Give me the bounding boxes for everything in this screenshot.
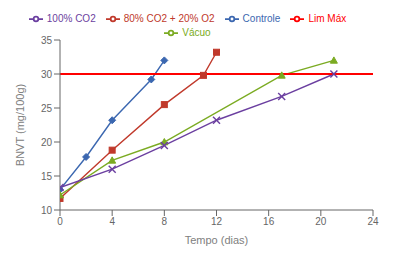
svg-text:BNVT (mg/100g): BNVT (mg/100g) — [14, 84, 26, 166]
svg-text:Tempo (dias): Tempo (dias) — [185, 234, 249, 246]
html-text:Vácuo: Vácuo — [182, 26, 211, 38]
html-text:Controle: Controle — [242, 12, 281, 24]
svg-text:24: 24 — [367, 216, 379, 227]
svg-text:16: 16 — [263, 216, 275, 227]
svg-text:12: 12 — [211, 216, 223, 227]
svg-text:20: 20 — [315, 216, 327, 227]
svg-text:35: 35 — [41, 35, 53, 46]
svg-text:20: 20 — [41, 137, 53, 148]
html-text:100% CO2: 100% CO2 — [46, 12, 96, 24]
svg-text:25: 25 — [41, 103, 53, 114]
svg-text:30: 30 — [41, 69, 53, 80]
svg-text:10: 10 — [41, 205, 53, 216]
svg-text:8: 8 — [162, 216, 168, 227]
svg-text:4: 4 — [109, 216, 115, 227]
html-text:80% CO2 + 20% O2: 80% CO2 + 20% O2 — [123, 12, 215, 24]
svg-text:0: 0 — [57, 216, 63, 227]
html-text:Lim Máx: Lim Máx — [308, 12, 347, 24]
svg-text:15: 15 — [41, 171, 53, 182]
